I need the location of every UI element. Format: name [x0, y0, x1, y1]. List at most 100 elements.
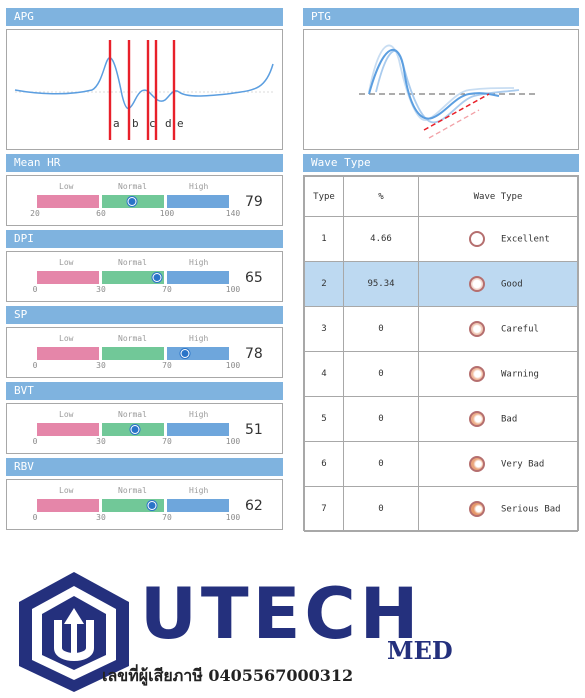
wave-type-number: 3: [304, 306, 344, 352]
gauge-header: DPI: [6, 230, 283, 248]
gauge-indicator-dot: [127, 197, 137, 206]
gauge-tick-label: 70: [162, 513, 172, 522]
gauge-value: 79: [245, 194, 263, 210]
wave-type-row[interactable]: 6 0 Very Bad: [304, 441, 578, 487]
gauge-normal-label: Normal: [118, 486, 147, 495]
gauge-title: BVT: [14, 384, 34, 397]
ptg-waveform-chart: [359, 44, 536, 139]
utech-logo-mark: [19, 572, 129, 692]
gauge-normal-segment: [102, 347, 164, 360]
wave-type-ring-icon: [469, 501, 485, 517]
gauge-tick-label: 0: [32, 437, 38, 446]
wave-type-cell: Good: [418, 261, 578, 307]
wave-type-number: 1: [304, 216, 344, 262]
gauge-tick-label: 70: [162, 437, 172, 446]
gauge-high-segment: [167, 195, 229, 208]
wave-type-row[interactable]: 3 0 Careful: [304, 306, 578, 352]
gauge-tick-label: 0: [32, 285, 38, 294]
wave-type-row[interactable]: 7 0 Serious Bad: [304, 486, 578, 532]
gauge-indicator-dot: [130, 425, 140, 434]
gauge-title: DPI: [14, 232, 34, 245]
gauge-low-label: Low: [59, 410, 74, 419]
wave-type-ring-icon: [469, 276, 485, 292]
gauge-tick-label: 100: [225, 361, 241, 370]
gauge-header: RBV: [6, 458, 283, 476]
gauge-tick-label: 60: [96, 209, 106, 218]
gauge-tick-label: 100: [159, 209, 175, 218]
wave-type-percent: 0: [343, 396, 419, 442]
gauge-tick-label: 0: [32, 361, 38, 370]
wave-type-ring-icon: [469, 231, 485, 247]
gauge-normal-label: Normal: [118, 258, 147, 267]
wave-type-percent: 95.34: [343, 261, 419, 307]
gauge-tick-label: 140: [225, 209, 241, 218]
wave-type-percent: 0: [343, 441, 419, 487]
gauge-value: 65: [245, 270, 263, 286]
wave-type-ring-icon: [469, 321, 485, 337]
gauge-high-segment: [167, 347, 229, 360]
brand-name: UTECH: [140, 573, 423, 655]
gauge-tick-label: 100: [225, 513, 241, 522]
gauge-value: 51: [245, 422, 263, 438]
gauge-tick-label: 30: [96, 361, 106, 370]
gauge-value: 62: [245, 498, 263, 514]
gauge-high-label: High: [189, 258, 209, 267]
wave-type-label: Good: [501, 279, 523, 290]
wave-type-row[interactable]: 4 0 Warning: [304, 351, 578, 397]
gauge-normal-label: Normal: [118, 410, 147, 419]
apg-waveform-chart: a b c d e: [14, 40, 275, 140]
wave-type-percent: 0: [343, 351, 419, 397]
wave-type-label: Careful: [501, 324, 539, 335]
apg-label-c: c: [149, 117, 156, 130]
gauge-low-label: Low: [59, 334, 74, 343]
gauge-indicator-dot: [180, 349, 190, 358]
wave-type-header: Wave Type: [303, 154, 579, 172]
gauge-panel: Low Normal High 0 30 70 100 62: [6, 479, 283, 530]
gauge-tick-label: 100: [225, 437, 241, 446]
wave-type-cell: Very Bad: [418, 441, 578, 487]
gauge-high-segment: [167, 271, 229, 284]
gauge-low-segment: [37, 195, 99, 208]
apg-panel: a b c d e: [6, 29, 283, 150]
gauge-normal-label: Normal: [118, 334, 147, 343]
wave-type-table-panel: Type % Wave Type 1 4.66 Excellent 2 95.34 Goo…: [303, 175, 579, 532]
gauge-header: Mean HR: [6, 154, 283, 172]
wave-type-cell: Bad: [418, 396, 578, 442]
column-header-type: Type: [304, 176, 344, 217]
wave-type-row[interactable]: 2 95.34 Good: [304, 261, 578, 307]
wave-type-number: 7: [304, 486, 344, 532]
gauge-header: BVT: [6, 382, 283, 400]
wave-type-table: Type % Wave Type 1 4.66 Excellent 2 95.34 Goo…: [304, 176, 578, 532]
gauge-panel: Low Normal High 0 30 70 100 65: [6, 251, 283, 302]
wave-type-number: 6: [304, 441, 344, 487]
column-header-wave-type: Wave Type: [418, 176, 578, 217]
wave-type-cell: Warning: [418, 351, 578, 397]
gauge-low-label: Low: [59, 182, 74, 191]
wave-type-row[interactable]: 1 4.66 Excellent: [304, 216, 578, 262]
apg-title: APG: [14, 10, 34, 23]
wave-type-header-row: Type % Wave Type: [304, 176, 578, 217]
wave-type-percent: 0: [343, 486, 419, 532]
gauge-tick-label: 30: [96, 285, 106, 294]
wave-type-cell: Careful: [418, 306, 578, 352]
wave-type-label: Very Bad: [501, 459, 545, 470]
wave-type-ring-icon: [469, 411, 485, 427]
gauge-tick-label: 100: [225, 285, 241, 294]
gauge-tick-label: 70: [162, 285, 172, 294]
gauge-tick-label: 30: [96, 513, 106, 522]
apg-label-e: e: [177, 117, 184, 130]
wave-type-label: Bad: [501, 414, 518, 425]
gauge-normal-label: Normal: [118, 182, 147, 191]
gauge-high-segment: [167, 499, 229, 512]
apg-header: APG: [6, 8, 283, 26]
company-logo: UTECH MED เลขที่ผู้เสียภาษี 040556700031…: [10, 568, 470, 694]
ptg-panel: [303, 29, 579, 150]
gauge-tick-label: 30: [96, 437, 106, 446]
brand-suffix: MED: [387, 636, 453, 665]
wave-type-number: 2: [304, 261, 344, 307]
gauge-low-label: Low: [59, 258, 74, 267]
apg-label-a: a: [113, 117, 120, 130]
wave-type-row[interactable]: 5 0 Bad: [304, 396, 578, 442]
gauge-panel: Low Normal High 0 30 70 100 78: [6, 327, 283, 378]
gauge-low-segment: [37, 423, 99, 436]
